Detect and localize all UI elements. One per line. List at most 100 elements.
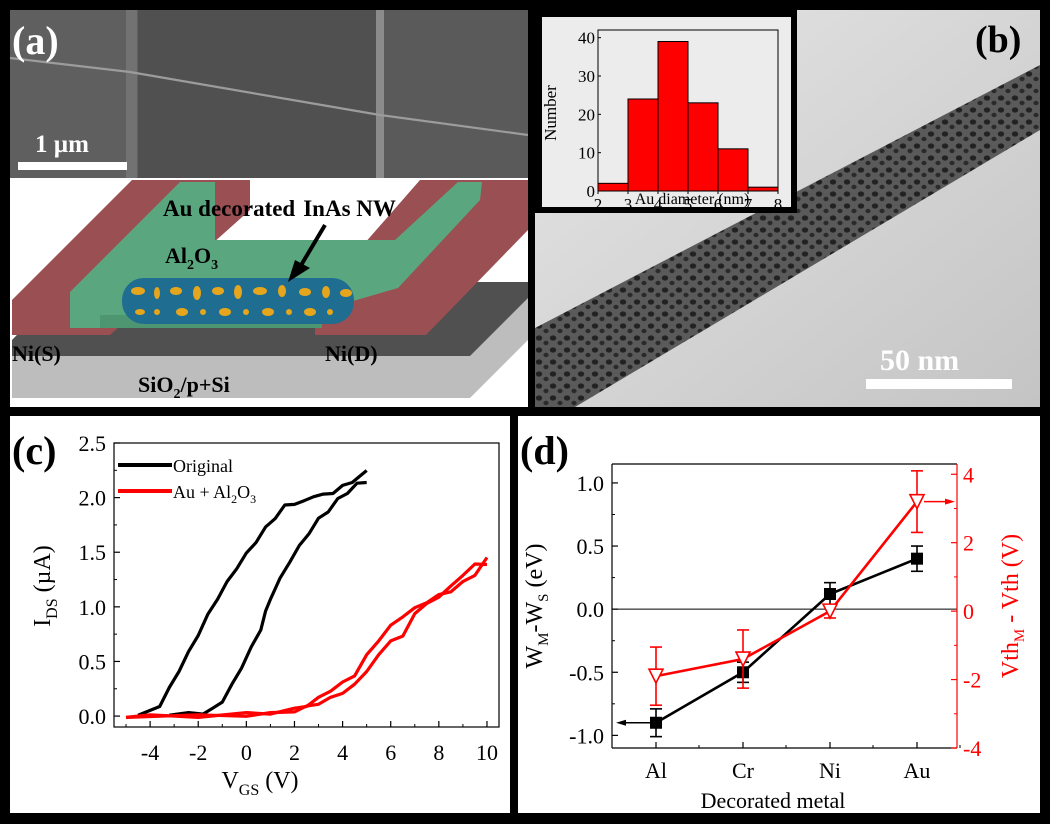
right-axis-label: VthM - Vth (V) xyxy=(998,534,1028,678)
inas-nanowire xyxy=(122,278,354,324)
x-tick-label: 6 xyxy=(385,740,396,765)
series-line xyxy=(655,557,918,724)
x-tick-label: 2 xyxy=(289,740,300,765)
device-schematic xyxy=(12,180,528,398)
x-tick-label: 4 xyxy=(337,740,348,765)
x-axis-label: VGS (V) xyxy=(221,768,298,799)
histogram-bar xyxy=(717,148,749,192)
x-tick-label: Ni xyxy=(819,758,841,783)
panel-d-chart: (d) Al Cr Ni Au -1.0 -0.5 0.0 0.5 1.0 -4 -2 0 2 4 Dec… xyxy=(520,428,1028,813)
x-tick-label: -2 xyxy=(189,740,207,765)
tem-scalebar xyxy=(866,379,1012,389)
drain-label: Ni(D) xyxy=(325,341,378,366)
x-tick-label: 8 xyxy=(433,740,444,765)
histogram-chart: 2 3 4 5 6 7 8 0 10 20 30 40 Number Au diameter (nm… xyxy=(542,29,783,207)
legend-label-original: Original xyxy=(173,456,233,476)
sem-scalebar xyxy=(18,162,127,170)
x-axis-label: Decorated metal xyxy=(701,788,846,813)
data-marker-square xyxy=(911,552,923,565)
panel-c: (c) -4 -2 0 2 4 6 8 10 0.0 0.5 1.0 1.5 2.0 2.5 Origin… xyxy=(10,416,510,813)
x-tick-label: 0 xyxy=(241,740,252,765)
histogram-ytick-label: 0 xyxy=(587,182,596,201)
histogram-xtick-label: 7 xyxy=(744,195,753,207)
tem-scalebar-label: 50 nm xyxy=(880,344,959,377)
histogram-ytick-label: 20 xyxy=(578,105,595,124)
left-y-tick-label: 0.0 xyxy=(577,597,605,622)
data-marker-triangle xyxy=(647,668,665,685)
left-axis-label: WM-WS (eV) xyxy=(522,544,552,669)
plot-frame xyxy=(113,442,500,728)
al2o3-label: Al2O3 xyxy=(165,243,218,273)
y-tick-label: 2.0 xyxy=(79,486,107,511)
y-tick-label: 2.5 xyxy=(79,431,107,456)
histogram-xtick-label: 5 xyxy=(684,195,693,207)
data-marker-square xyxy=(650,716,662,729)
x-tick-label: Cr xyxy=(732,758,755,783)
histogram-bar xyxy=(597,182,629,192)
legend: Original Au + Al2O3 xyxy=(118,456,256,506)
data-marker-triangle xyxy=(821,603,839,620)
histogram-xtick-label: 4 xyxy=(654,195,663,207)
y-tick-label: 0.0 xyxy=(79,704,107,729)
panel-d-label: (d) xyxy=(520,428,569,473)
x-tick-label: Au xyxy=(904,758,931,783)
right-y-tick-label: 2 xyxy=(963,531,974,556)
histogram-ylabel: Number xyxy=(542,85,560,141)
y-axis-label: IDS (µA) xyxy=(30,545,61,627)
substrate-label: SiO2/p+Si xyxy=(138,372,230,402)
y-tick-label: 1.0 xyxy=(79,595,107,620)
legend-label-au-al2o3: Au + Al2O3 xyxy=(173,482,256,506)
series-line xyxy=(125,562,488,719)
x-tick-label: 10 xyxy=(476,740,498,765)
sem-nanowire xyxy=(10,56,528,137)
source-label: Ni(S) xyxy=(12,341,61,366)
histogram-xtick-label: 6 xyxy=(714,195,723,207)
histogram-ytick-label: 30 xyxy=(578,67,595,86)
histogram-ytick-label: 10 xyxy=(578,144,595,163)
left-y-tick-label: 1.0 xyxy=(577,471,605,496)
histogram-bar xyxy=(687,102,719,192)
panel-b-label: (b) xyxy=(975,19,1021,61)
panel-d: (d) Al Cr Ni Au -1.0 -0.5 0.0 0.5 1.0 -4 -2 0 2 4 Dec… xyxy=(518,416,1040,813)
sem-scalebar-label: 1 µm xyxy=(35,131,89,158)
data-marker-triangle xyxy=(908,493,926,511)
sem-image xyxy=(10,10,528,178)
histogram-xtick-label: 3 xyxy=(624,195,633,207)
au-nanoparticles xyxy=(131,285,352,316)
histogram-bar xyxy=(627,98,659,192)
series-line xyxy=(169,480,367,717)
left-y-tick-label: 0.5 xyxy=(577,534,605,559)
histogram-xtick-label: 2 xyxy=(594,195,603,207)
nw-label: Au decorated InAs NW xyxy=(163,196,396,221)
panel-a-label: (a) xyxy=(12,18,59,63)
data-marker-triangle xyxy=(734,651,752,668)
series-line xyxy=(137,469,368,717)
histogram-inset-border: 2 3 4 5 6 7 8 0 10 20 30 40 Number Au diameter (nm… xyxy=(535,10,797,213)
histogram-ytick-label: 40 xyxy=(578,29,595,48)
x-tick-label: Al xyxy=(645,758,667,783)
left-y-tick-label: -0.5 xyxy=(569,660,604,685)
panel-a-graphic: (a) 1 µm xyxy=(10,10,528,402)
right-y-tick-label: -4 xyxy=(963,736,981,761)
y-tick-label: 1.5 xyxy=(79,540,107,565)
histogram-bar xyxy=(657,41,689,192)
right-y-tick-label: -2 xyxy=(963,668,981,693)
histogram-xlabel: Au diameter (nm) xyxy=(635,191,750,207)
histogram-bar xyxy=(747,186,779,192)
data-marker-square xyxy=(824,588,836,601)
histogram-xtick-label: 8 xyxy=(774,195,783,207)
sem-electrode-edge xyxy=(126,10,137,178)
right-y-tick-label: 4 xyxy=(963,462,974,487)
histogram-inset: 2 3 4 5 6 7 8 0 10 20 30 40 Number Au diameter (nm… xyxy=(542,17,791,207)
panel-a: (a) 1 µm xyxy=(10,10,528,407)
left-y-tick-label: -1.0 xyxy=(569,723,604,748)
panel-b: (b) 50 nm 2 3 4 5 6 7 8 0 10 20 30 40 Number Au di… xyxy=(535,10,1040,407)
sem-electrode-edge xyxy=(376,10,384,178)
y-tick-label: 0.5 xyxy=(79,649,107,674)
series-line xyxy=(655,500,919,678)
right-y-tick-label: 0 xyxy=(963,599,974,624)
tem-nanowire xyxy=(535,65,1040,407)
panel-c-label: (c) xyxy=(12,428,56,473)
panel-c-chart: (c) -4 -2 0 2 4 6 8 10 0.0 0.5 1.0 1.5 2.0 2.5 Origin… xyxy=(12,428,500,799)
x-tick-label: -4 xyxy=(141,740,159,765)
